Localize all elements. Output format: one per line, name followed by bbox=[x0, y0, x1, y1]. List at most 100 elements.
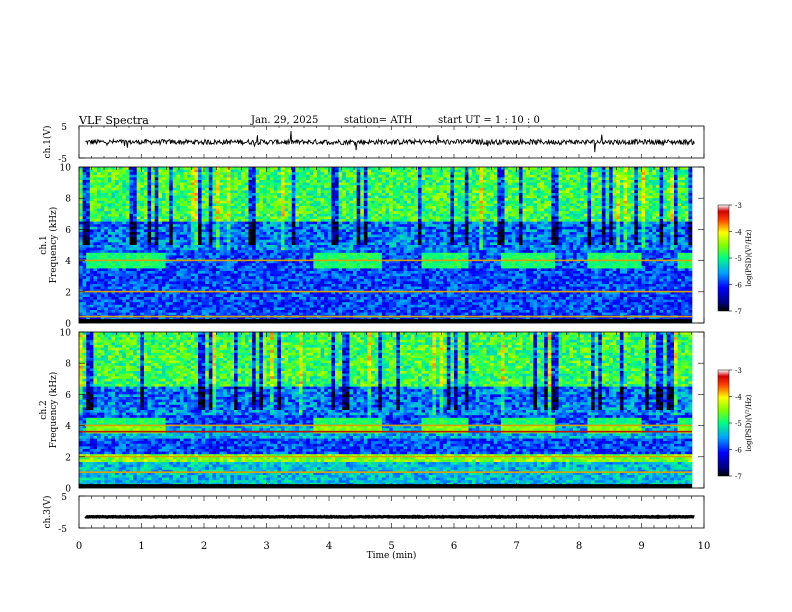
spectrogram-cell bbox=[678, 232, 682, 235]
spectrogram-cell bbox=[638, 232, 642, 235]
spectrogram-cell bbox=[176, 229, 180, 232]
spectrogram-cell bbox=[530, 232, 534, 235]
spectrogram-cell bbox=[660, 224, 664, 227]
spectrogram-cell bbox=[274, 177, 278, 180]
spectrogram-cell bbox=[166, 167, 170, 170]
spectrogram-cell bbox=[148, 235, 152, 238]
spectrogram-cell bbox=[598, 170, 602, 173]
spectrogram-cell bbox=[342, 206, 346, 209]
spectrogram-cell bbox=[342, 170, 346, 173]
spectrogram-cell bbox=[501, 229, 505, 232]
spectrogram-cell bbox=[198, 172, 202, 175]
spectrogram-cell bbox=[288, 196, 292, 199]
spectrogram-cell bbox=[616, 209, 620, 212]
spectrogram-cell bbox=[591, 188, 595, 191]
spectrogram-cell bbox=[209, 190, 213, 193]
spectrogram-cell bbox=[497, 222, 501, 225]
spectrogram-cell bbox=[674, 172, 678, 175]
spectrogram-cell bbox=[418, 232, 422, 235]
spectrogram-cell bbox=[169, 193, 173, 196]
spectrogram-cell bbox=[331, 183, 335, 186]
spectrogram-cell bbox=[79, 185, 83, 188]
spectrogram-cell bbox=[667, 227, 671, 230]
spectrogram-cell bbox=[137, 216, 141, 219]
spectrogram-cell bbox=[440, 177, 444, 180]
spectrogram-cell bbox=[241, 170, 245, 173]
spectrogram-cell bbox=[306, 167, 310, 170]
spectrogram-cell bbox=[512, 214, 516, 217]
spectrogram-cell bbox=[227, 235, 231, 238]
spectrogram-cell bbox=[411, 227, 415, 230]
spectrogram-cell bbox=[205, 188, 209, 191]
spectrogram-cell bbox=[230, 167, 234, 170]
spectrogram-cell bbox=[310, 190, 314, 193]
spectrogram-cell bbox=[530, 227, 534, 230]
spectrogram-cell bbox=[501, 203, 505, 206]
spectrogram-cell bbox=[97, 227, 101, 230]
spectrogram-cell bbox=[148, 211, 152, 214]
spectrogram-cell bbox=[656, 227, 660, 230]
spectrogram-cell bbox=[140, 196, 144, 199]
spectrogram-cell bbox=[541, 190, 545, 193]
spectrogram-cell bbox=[483, 177, 487, 180]
spectrogram-cell bbox=[83, 209, 87, 212]
spectrogram-cell bbox=[425, 209, 429, 212]
spectrogram-cell bbox=[133, 240, 137, 243]
spectrogram-cell bbox=[111, 183, 115, 186]
spectrogram-cell bbox=[353, 240, 357, 243]
spectrogram-cell bbox=[360, 209, 364, 212]
spectrogram-cell bbox=[357, 180, 361, 183]
spectrogram-cell bbox=[234, 175, 238, 178]
spectrogram-cell bbox=[155, 206, 159, 209]
spectrogram-cell bbox=[101, 170, 105, 173]
spectrogram-cell bbox=[101, 235, 105, 238]
spectrogram-cell bbox=[494, 172, 498, 175]
spectrogram-cell bbox=[497, 240, 501, 243]
spectrogram-cell bbox=[609, 216, 613, 219]
spectrogram-cell bbox=[458, 183, 462, 186]
spectrogram-cell bbox=[205, 193, 209, 196]
spectrogram-cell bbox=[530, 240, 534, 243]
spectrogram-cell bbox=[598, 206, 602, 209]
spectrogram-cell bbox=[432, 170, 436, 173]
spectrogram-cell bbox=[479, 229, 483, 232]
spectrogram-cell bbox=[555, 227, 559, 230]
spectrogram-cell bbox=[357, 232, 361, 235]
spectrogram-cell bbox=[634, 216, 638, 219]
spectrogram-cell bbox=[93, 175, 97, 178]
spectrogram-cell bbox=[256, 216, 260, 219]
spectrogram-cell bbox=[288, 175, 292, 178]
spectrogram-cell bbox=[115, 240, 119, 243]
spectrogram-cell bbox=[378, 214, 382, 217]
spectrogram-cell bbox=[263, 219, 267, 222]
spectrogram-cell bbox=[317, 196, 321, 199]
spectrogram-cell bbox=[479, 222, 483, 225]
spectrogram-cell bbox=[512, 180, 516, 183]
spectrogram-cell bbox=[303, 235, 307, 238]
spectrogram-cell bbox=[548, 216, 552, 219]
spectrogram-cell bbox=[638, 209, 642, 212]
spectrogram-cell bbox=[436, 216, 440, 219]
spectrogram-cell bbox=[519, 209, 523, 212]
spectrogram-cell bbox=[450, 235, 454, 238]
spectrogram-cell bbox=[299, 172, 303, 175]
spectrogram-cell bbox=[555, 224, 559, 227]
spectrogram-cell bbox=[523, 198, 527, 201]
spectrogram-cell bbox=[360, 229, 364, 232]
spectrogram-cell bbox=[335, 235, 339, 238]
spectrogram-cell bbox=[187, 185, 191, 188]
spectrogram-cell bbox=[285, 216, 289, 219]
spectrogram-cell bbox=[609, 203, 613, 206]
spectrogram-cell bbox=[328, 235, 332, 238]
spectrogram-cell bbox=[418, 188, 422, 191]
spectrogram-cell bbox=[663, 237, 667, 240]
spectrogram-cell bbox=[144, 196, 148, 199]
spectrogram-cell bbox=[184, 224, 188, 227]
spectrogram-cell bbox=[414, 219, 418, 222]
spectrogram-cell bbox=[324, 172, 328, 175]
spectrogram-cell bbox=[349, 167, 353, 170]
spectrogram-cell bbox=[104, 170, 108, 173]
spectrogram-cell bbox=[223, 185, 227, 188]
spectrogram-cell bbox=[541, 216, 545, 219]
spectrogram-cell bbox=[620, 185, 624, 188]
